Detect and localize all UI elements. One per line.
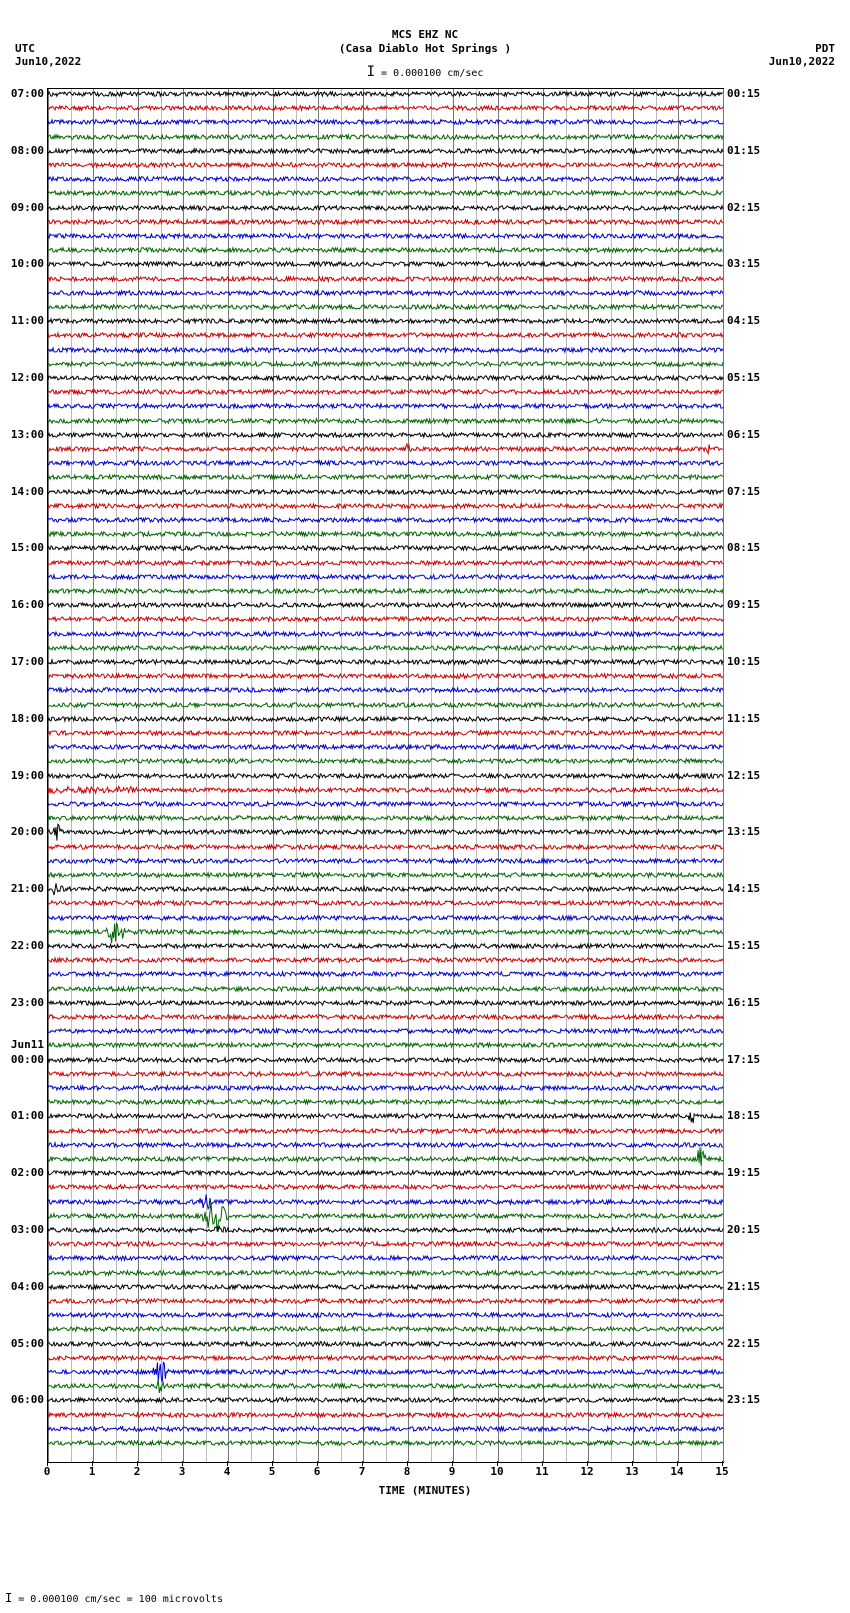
tz-right-date: Jun10,2022 [769, 55, 835, 68]
pdt-time-label: 04:15 [727, 314, 760, 327]
x-tick-label: 5 [269, 1465, 276, 1478]
utc-time-label: 15:00 [2, 541, 44, 554]
tz-left-label: UTC [15, 42, 35, 55]
utc-time-label: 20:00 [2, 825, 44, 838]
utc-time-label: 01:00 [2, 1109, 44, 1122]
pdt-time-label: 20:15 [727, 1223, 760, 1236]
utc-time-label: 08:00 [2, 144, 44, 157]
utc-time-label: 22:00 [2, 939, 44, 952]
tz-right-label: PDT [815, 42, 835, 55]
pdt-time-label: 11:15 [727, 712, 760, 725]
utc-time-label: 19:00 [2, 769, 44, 782]
pdt-time-label: 17:15 [727, 1053, 760, 1066]
x-tick-label: 8 [404, 1465, 411, 1478]
pdt-time-label: 14:15 [727, 882, 760, 895]
utc-time-label: 14:00 [2, 485, 44, 498]
utc-time-label: 06:00 [2, 1393, 44, 1406]
x-tick-label: 14 [670, 1465, 683, 1478]
pdt-time-label: 12:15 [727, 769, 760, 782]
pdt-time-label: 02:15 [727, 201, 760, 214]
pdt-time-label: 13:15 [727, 825, 760, 838]
x-tick-label: 11 [535, 1465, 548, 1478]
pdt-time-label: 00:15 [727, 87, 760, 100]
pdt-time-label: 23:15 [727, 1393, 760, 1406]
tz-left-date: Jun10,2022 [15, 55, 81, 68]
seismogram-container: MCS EHZ NC (Casa Diablo Hot Springs ) I … [0, 0, 850, 1613]
pdt-time-label: 08:15 [727, 541, 760, 554]
seismic-trace [48, 1443, 723, 1445]
footer-scale: I = 0.000100 cm/sec = 100 microvolts [5, 1591, 223, 1605]
utc-time-label: 17:00 [2, 655, 44, 668]
pdt-time-label: 21:15 [727, 1280, 760, 1293]
pdt-time-label: 06:15 [727, 428, 760, 441]
x-tick-label: 6 [314, 1465, 321, 1478]
x-tick-label: 4 [224, 1465, 231, 1478]
x-tick-label: 15 [715, 1465, 728, 1478]
pdt-time-label: 01:15 [727, 144, 760, 157]
utc-time-label: 00:00 [2, 1053, 44, 1066]
x-tick-label: 9 [449, 1465, 456, 1478]
utc-time-label: 09:00 [2, 201, 44, 214]
pdt-time-label: 10:15 [727, 655, 760, 668]
pdt-time-label: 09:15 [727, 598, 760, 611]
pdt-time-label: 16:15 [727, 996, 760, 1009]
utc-time-label: 23:00 [2, 996, 44, 1009]
utc-time-label: 16:00 [2, 598, 44, 611]
utc-time-label: 12:00 [2, 371, 44, 384]
utc-time-label: 03:00 [2, 1223, 44, 1236]
pdt-time-label: 05:15 [727, 371, 760, 384]
utc-time-label: 18:00 [2, 712, 44, 725]
x-tick-label: 12 [580, 1465, 593, 1478]
x-tick-label: 13 [625, 1465, 638, 1478]
station-title: MCS EHZ NC [0, 28, 850, 41]
x-tick-label: 0 [44, 1465, 51, 1478]
utc-time-label: 13:00 [2, 428, 44, 441]
utc-time-label: 11:00 [2, 314, 44, 327]
x-tick-label: 7 [359, 1465, 366, 1478]
utc-time-label: 04:00 [2, 1280, 44, 1293]
pdt-time-label: 03:15 [727, 257, 760, 270]
pdt-time-label: 15:15 [727, 939, 760, 952]
pdt-time-label: 22:15 [727, 1337, 760, 1350]
seismogram-plot [47, 88, 724, 1463]
utc-time-label: 05:00 [2, 1337, 44, 1350]
pdt-time-label: 18:15 [727, 1109, 760, 1122]
station-subtitle: (Casa Diablo Hot Springs ) [0, 42, 850, 55]
utc-time-label: 02:00 [2, 1166, 44, 1179]
x-tick-label: 10 [490, 1465, 503, 1478]
utc-time-label: Jun11 [2, 1038, 44, 1051]
x-tick-label: 1 [89, 1465, 96, 1478]
pdt-time-label: 07:15 [727, 485, 760, 498]
x-tick-label: 2 [134, 1465, 141, 1478]
utc-time-label: 10:00 [2, 257, 44, 270]
utc-time-label: 21:00 [2, 882, 44, 895]
x-tick-label: 3 [179, 1465, 186, 1478]
pdt-time-label: 19:15 [727, 1166, 760, 1179]
x-axis-label: TIME (MINUTES) [0, 1484, 850, 1497]
utc-time-label: 07:00 [2, 87, 44, 100]
